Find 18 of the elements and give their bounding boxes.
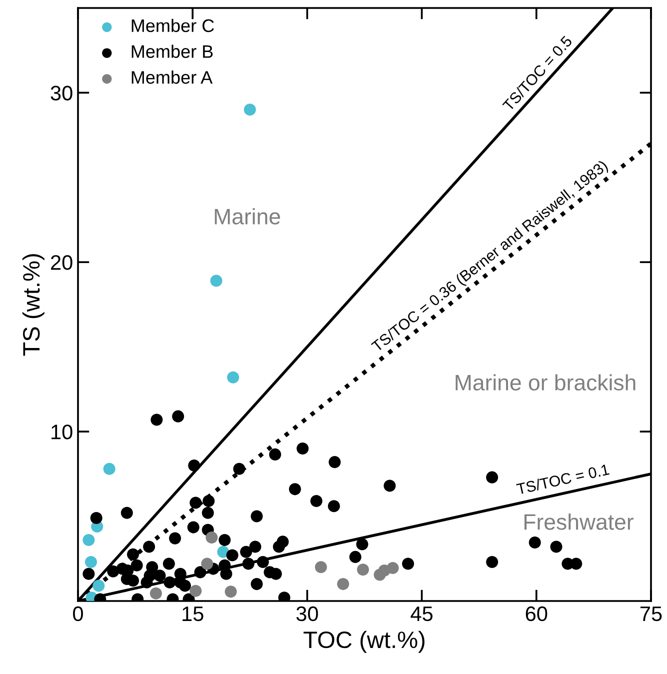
x-tick-label: 45 — [410, 606, 433, 622]
y-axis-title: TS (wt.%) — [22, 254, 44, 356]
annotation: Freshwater — [524, 514, 634, 530]
text: TS/TOC = 0.1 — [516, 464, 610, 495]
y-tick-label: 30 — [50, 86, 72, 100]
annotation: Marine or brackish — [456, 374, 636, 391]
legend-label: Member A — [132, 70, 213, 84]
x-tick-label: 75 — [640, 606, 662, 622]
annotation: Marine — [214, 208, 280, 224]
legend-label: Member B — [132, 44, 213, 58]
x-tick-label: 30 — [296, 606, 318, 622]
x-tick-label: 0 — [73, 606, 83, 622]
x-tick-label: 60 — [526, 606, 548, 622]
y-tick-label: 20 — [51, 255, 72, 270]
x-tick-label: 15 — [182, 606, 204, 622]
y-tick-label: 10 — [52, 424, 72, 440]
x-axis-title: TOC (wt.%) — [304, 630, 424, 653]
legend-label: Member C — [132, 18, 214, 32]
